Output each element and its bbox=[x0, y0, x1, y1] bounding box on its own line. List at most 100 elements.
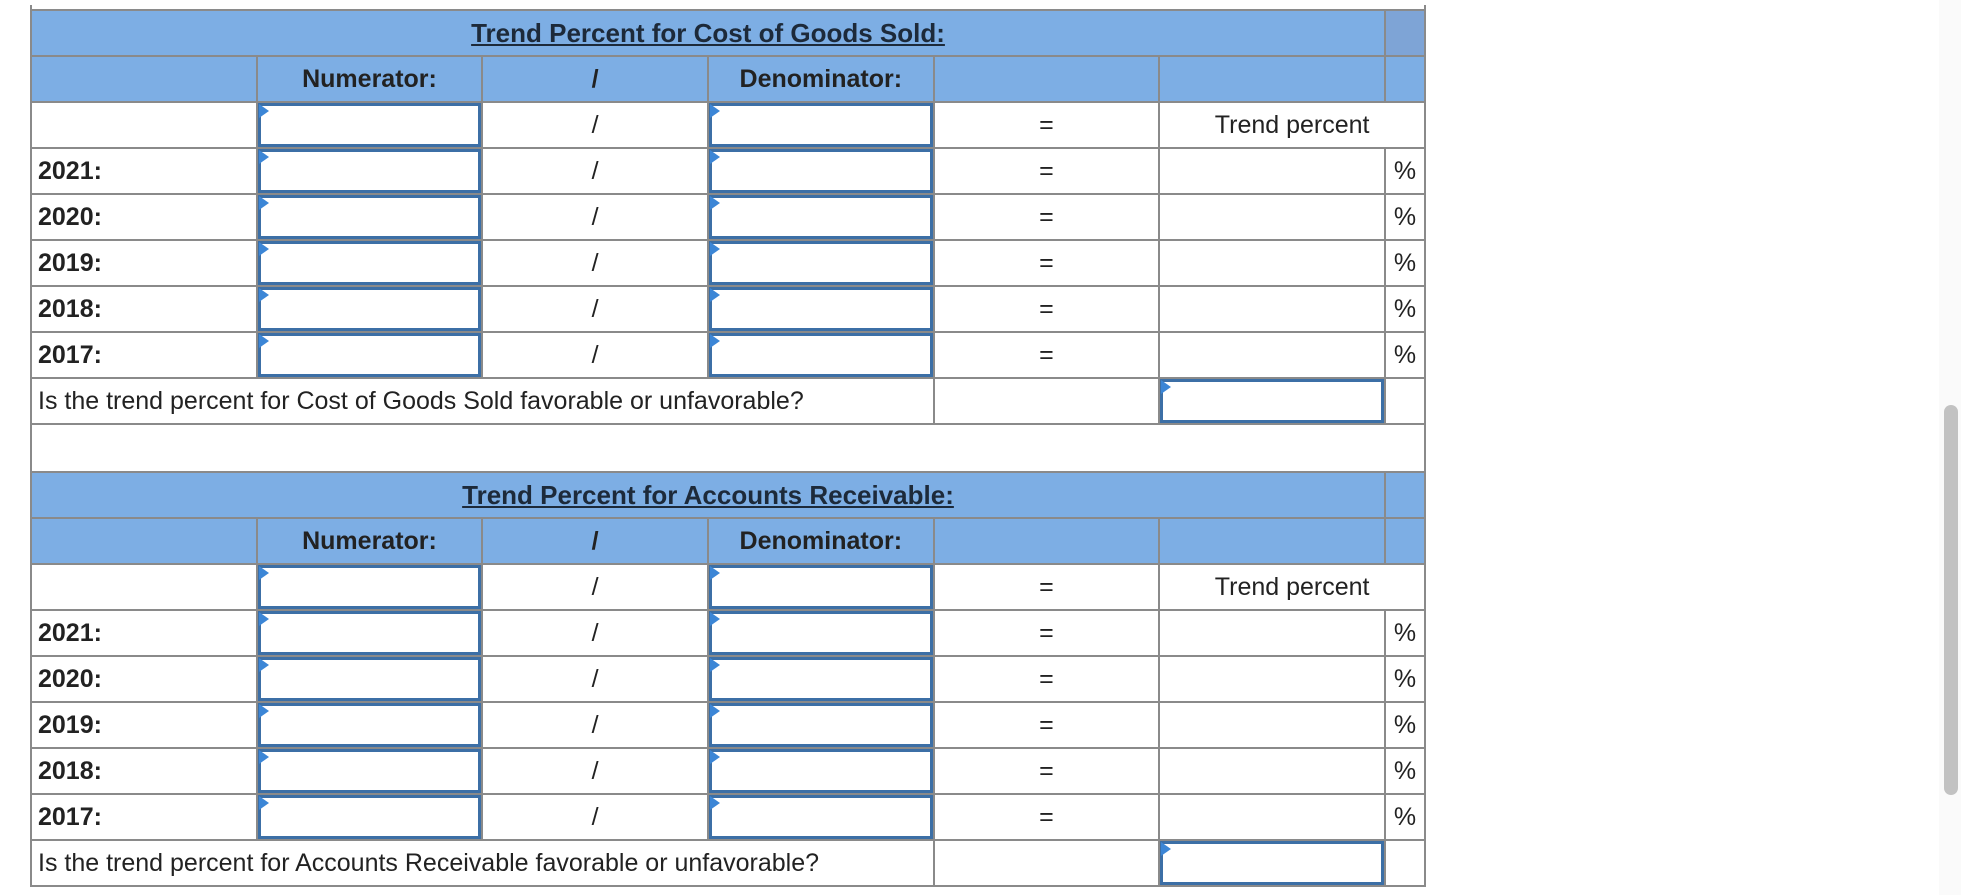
denominator-input[interactable] bbox=[708, 287, 933, 331]
trend-percent-result bbox=[1158, 147, 1386, 195]
worksheet: Trend Percent for Cost of Goods Sold: Nu… bbox=[30, 5, 1426, 887]
slash: / bbox=[481, 239, 709, 287]
result-header-blank bbox=[1158, 55, 1386, 103]
denominator-cell bbox=[706, 655, 935, 703]
favorability-question: Is the trend percent for Accounts Receiv… bbox=[30, 839, 935, 887]
denominator-cell bbox=[706, 331, 935, 379]
percent-sign: % bbox=[1384, 193, 1426, 241]
denominator-input[interactable] bbox=[708, 795, 933, 839]
numerator-cell bbox=[255, 239, 484, 287]
equals-sign: = bbox=[932, 147, 1161, 195]
denominator-input[interactable] bbox=[708, 703, 933, 747]
slash: / bbox=[481, 147, 709, 195]
favorability-cell bbox=[1158, 377, 1386, 425]
trend-percent-result bbox=[1158, 239, 1386, 287]
denominator-input[interactable] bbox=[708, 749, 933, 793]
favorability-select[interactable] bbox=[1160, 841, 1384, 885]
year-label: 2017: bbox=[30, 793, 258, 841]
ar-trend-section: Trend Percent for Accounts Receivable: N… bbox=[30, 471, 1426, 887]
equals-header-blank bbox=[932, 55, 1161, 103]
cogs-row-2019: 2019: / = % bbox=[30, 239, 1426, 287]
question-blank bbox=[932, 377, 1161, 425]
denominator-input[interactable] bbox=[708, 657, 933, 701]
slash: / bbox=[481, 701, 709, 749]
denominator-cell bbox=[706, 147, 935, 195]
header-corner bbox=[1384, 471, 1426, 519]
numerator-header: Numerator: bbox=[255, 517, 484, 565]
favorability-select[interactable] bbox=[1160, 379, 1384, 423]
denominator-input[interactable] bbox=[708, 241, 933, 285]
question-blank bbox=[932, 839, 1161, 887]
percent-sign: % bbox=[1384, 609, 1426, 657]
slash: / bbox=[481, 285, 709, 333]
ar-row-2019: 2019: / = % bbox=[30, 701, 1426, 749]
numerator-input[interactable] bbox=[257, 795, 482, 839]
percent-sign: % bbox=[1384, 331, 1426, 379]
equals-sign: = bbox=[932, 193, 1161, 241]
denominator-input[interactable] bbox=[708, 149, 933, 193]
numerator-input[interactable] bbox=[257, 657, 482, 701]
denominator-input[interactable] bbox=[708, 565, 933, 609]
percent-sign: % bbox=[1384, 285, 1426, 333]
numerator-input[interactable] bbox=[257, 103, 482, 147]
cogs-trend-section: Trend Percent for Cost of Goods Sold: Nu… bbox=[30, 9, 1426, 425]
favorability-question: Is the trend percent for Cost of Goods S… bbox=[30, 377, 935, 425]
denominator-input[interactable] bbox=[708, 333, 933, 377]
numerator-cell bbox=[255, 747, 484, 795]
numerator-input[interactable] bbox=[257, 333, 482, 377]
cogs-row-2017: 2017: / = % bbox=[30, 331, 1426, 379]
slash: / bbox=[481, 101, 709, 149]
slash: / bbox=[481, 793, 709, 841]
question-pct-blank bbox=[1384, 839, 1426, 887]
denominator-cell bbox=[706, 285, 935, 333]
ar-row-2018: 2018: / = % bbox=[30, 747, 1426, 795]
trend-percent-result bbox=[1158, 793, 1386, 841]
numerator-cell bbox=[255, 655, 484, 703]
vertical-scrollbar[interactable] bbox=[1939, 0, 1961, 895]
scrollbar-thumb[interactable] bbox=[1944, 405, 1958, 795]
equals-sign: = bbox=[932, 239, 1161, 287]
numerator-cell bbox=[255, 285, 484, 333]
result-header-blank bbox=[1158, 517, 1386, 565]
year-label: 2017: bbox=[30, 331, 258, 379]
equals-sign: = bbox=[932, 101, 1161, 149]
denominator-input[interactable] bbox=[708, 611, 933, 655]
denominator-cell bbox=[706, 563, 935, 611]
denominator-cell bbox=[706, 701, 935, 749]
percent-sign: % bbox=[1384, 747, 1426, 795]
ar-row-2017: 2017: / = % bbox=[30, 793, 1426, 841]
cogs-title-row: Trend Percent for Cost of Goods Sold: bbox=[30, 9, 1426, 57]
cogs-base-row: / = Trend percent bbox=[30, 101, 1426, 149]
denominator-cell bbox=[706, 747, 935, 795]
numerator-input[interactable] bbox=[257, 611, 482, 655]
denominator-cell bbox=[706, 609, 935, 657]
pct-header-blank bbox=[1384, 55, 1426, 103]
numerator-input[interactable] bbox=[257, 703, 482, 747]
equals-sign: = bbox=[932, 655, 1161, 703]
header-corner bbox=[1384, 9, 1426, 57]
equals-sign: = bbox=[932, 331, 1161, 379]
ar-column-header-row: Numerator: / Denominator: bbox=[30, 517, 1426, 565]
slash: / bbox=[481, 193, 709, 241]
base-label-blank bbox=[30, 101, 258, 149]
cogs-row-2018: 2018: / = % bbox=[30, 285, 1426, 333]
numerator-input[interactable] bbox=[257, 565, 482, 609]
numerator-input[interactable] bbox=[257, 749, 482, 793]
year-label: 2021: bbox=[30, 609, 258, 657]
numerator-cell bbox=[255, 563, 484, 611]
numerator-input[interactable] bbox=[257, 149, 482, 193]
numerator-input[interactable] bbox=[257, 287, 482, 331]
numerator-input[interactable] bbox=[257, 195, 482, 239]
percent-sign: % bbox=[1384, 655, 1426, 703]
question-pct-blank bbox=[1384, 377, 1426, 425]
slash: / bbox=[481, 609, 709, 657]
trend-percent-label: Trend percent bbox=[1158, 101, 1426, 149]
denominator-input[interactable] bbox=[708, 103, 933, 147]
numerator-input[interactable] bbox=[257, 241, 482, 285]
year-label: 2018: bbox=[30, 285, 258, 333]
slash-header: / bbox=[481, 55, 709, 103]
numerator-header: Numerator: bbox=[255, 55, 484, 103]
header-label-blank bbox=[30, 55, 258, 103]
equals-sign: = bbox=[932, 747, 1161, 795]
denominator-input[interactable] bbox=[708, 195, 933, 239]
